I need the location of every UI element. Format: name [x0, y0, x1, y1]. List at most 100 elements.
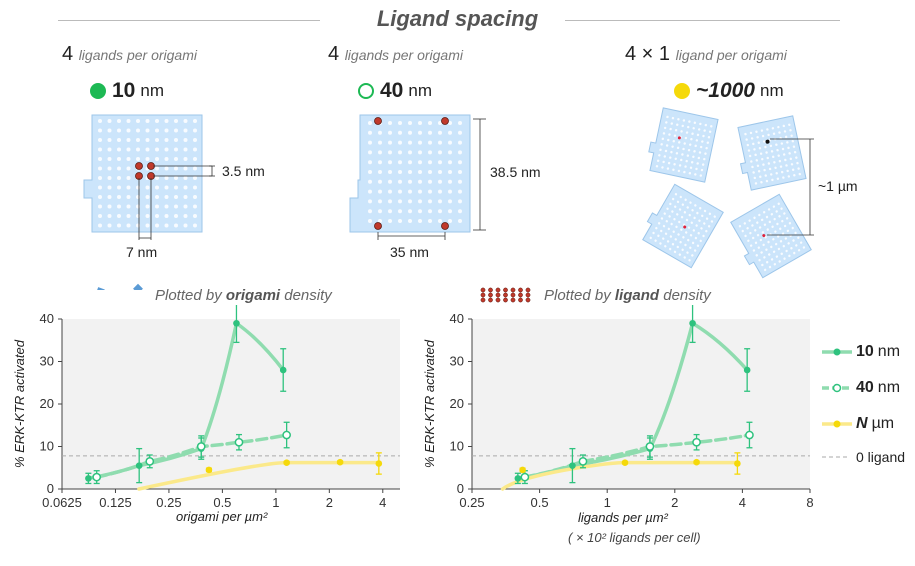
grid-dot	[378, 170, 382, 174]
right-xlabel-sub: ( × 10² ligands per cell)	[568, 530, 701, 545]
grid-dot	[770, 173, 773, 176]
panel-2-count-label: ligands per origami	[344, 47, 463, 63]
grid-dot	[675, 152, 679, 155]
grid-dot	[398, 140, 402, 145]
ligand-dot	[441, 222, 449, 230]
title-rule-left	[58, 20, 320, 21]
ligand-icon-dot	[525, 287, 531, 293]
grid-dot	[751, 165, 754, 169]
grid-dot	[761, 263, 764, 267]
grid-dot	[795, 244, 798, 247]
grid-dot	[193, 195, 197, 199]
grid-dot	[388, 130, 392, 135]
grid-dot	[786, 169, 789, 173]
grid-dot	[781, 147, 785, 151]
grid-dot	[398, 209, 402, 214]
grid-dot	[713, 215, 716, 218]
grid-dot	[785, 217, 789, 220]
data-point	[514, 475, 522, 482]
grid-dot	[777, 202, 780, 206]
grid-dot	[428, 130, 432, 135]
grid-dot	[771, 127, 775, 130]
grid-dot	[126, 138, 131, 142]
grid-dot	[398, 130, 402, 135]
grid-dot	[438, 209, 442, 214]
panel-1-spacing-value: 10	[112, 79, 136, 102]
grid-dot	[666, 115, 669, 119]
grid-dot	[772, 250, 776, 253]
grid-dot	[747, 239, 750, 242]
grid-dot	[388, 199, 392, 204]
grid-dot	[107, 223, 112, 228]
grid-dot	[791, 168, 795, 171]
grid-dot	[748, 219, 751, 222]
grid-dot	[775, 255, 779, 258]
grid-dot	[691, 241, 695, 245]
y-axis-label: % ERK-KTR activated	[422, 339, 437, 468]
grid-dot	[458, 199, 462, 204]
grid-dot	[750, 160, 753, 163]
grid-dot	[682, 147, 685, 151]
grid-dot	[767, 208, 771, 211]
grid-dot	[98, 166, 102, 171]
grid-dot	[687, 226, 691, 229]
grid-dot	[98, 214, 102, 218]
grid-dot	[117, 166, 121, 171]
grid-dot	[759, 238, 763, 242]
grid-dot	[438, 160, 442, 165]
grid-dot	[408, 199, 412, 204]
grid-dot	[674, 129, 678, 132]
legend-0-ligand-label: 0 ligand	[856, 449, 906, 465]
grid-dot	[752, 249, 756, 252]
grid-dot	[654, 239, 657, 242]
grid-dot	[687, 148, 691, 152]
grid-dot	[155, 138, 159, 142]
grid-dot	[688, 259, 691, 262]
grid-dot	[136, 157, 140, 161]
grid-dot	[418, 170, 422, 174]
grid-dot	[428, 209, 432, 214]
grid-dot	[428, 189, 432, 194]
grid-dot	[751, 224, 754, 227]
legend-0-ligand-swatch	[822, 456, 848, 458]
x-tick-label: 4	[739, 495, 746, 510]
grid-dot	[388, 189, 392, 194]
grid-dot	[661, 166, 664, 169]
grid-dot	[699, 174, 703, 177]
grid-dot	[98, 176, 102, 180]
grid-dot	[758, 213, 761, 217]
grid-dot	[792, 239, 795, 242]
grid-dot	[692, 127, 695, 130]
grid-dot	[759, 175, 762, 178]
grid-dot	[378, 199, 382, 204]
grid-dot	[126, 185, 131, 190]
legend-n-um-swatch	[822, 420, 852, 428]
y-tick-label: 0	[457, 481, 464, 496]
grid-dot	[701, 140, 704, 143]
grid-dot	[428, 150, 432, 155]
grid-dot	[681, 124, 684, 128]
grid-dot	[683, 170, 686, 174]
grid-dot	[778, 131, 781, 134]
grid-dot	[677, 169, 681, 173]
grid-dot	[790, 163, 794, 166]
grid-dot	[398, 199, 402, 204]
grid-dot	[669, 202, 672, 206]
grid-dot	[155, 214, 159, 218]
grid-dot	[193, 166, 197, 171]
grid-dot	[689, 143, 692, 146]
grid-dot	[666, 207, 669, 210]
grid-dot	[697, 156, 701, 160]
grid-dot	[788, 152, 791, 155]
spacing-40nm-marker	[358, 83, 374, 99]
grid-dot	[155, 223, 159, 228]
grid-dot	[762, 243, 765, 247]
grid-dot	[770, 245, 773, 249]
grid-dot	[689, 234, 693, 237]
grid-dot	[368, 160, 372, 165]
grid-dot	[145, 138, 150, 142]
grid-dot	[765, 261, 769, 264]
grid-dot	[707, 225, 711, 228]
grid-dot	[164, 157, 169, 161]
legend-0-ligand: 0 ligand	[822, 442, 905, 472]
